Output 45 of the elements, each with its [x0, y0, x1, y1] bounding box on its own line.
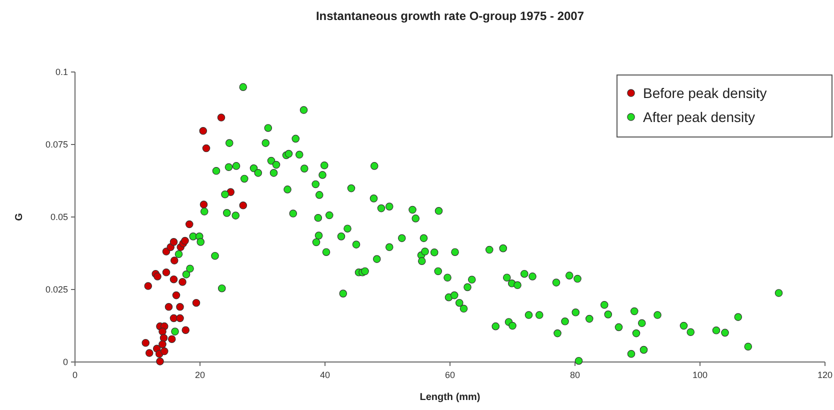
- point: [199, 126, 208, 135]
- point: [176, 314, 184, 322]
- point: [170, 275, 178, 284]
- point: [192, 298, 200, 307]
- y-axis-title: G: [14, 212, 25, 221]
- point: [158, 340, 166, 348]
- point: [154, 272, 162, 280]
- x-tick-label: 80: [570, 370, 580, 380]
- point: [181, 236, 189, 245]
- y-tick-label: 0.1: [55, 67, 68, 77]
- point: [217, 114, 226, 122]
- x-tick-label: 40: [320, 370, 330, 380]
- point: [164, 303, 173, 311]
- legend-label: After peak density: [643, 109, 756, 125]
- x-tick-label: 100: [692, 370, 708, 380]
- point: [239, 202, 248, 210]
- x-tick-label: 120: [817, 370, 833, 380]
- x-tick-label: 20: [194, 370, 206, 380]
- y-tick-label: 0.05: [50, 212, 68, 222]
- point: [176, 303, 184, 311]
- y-tick-label: 0.025: [45, 284, 68, 294]
- point: [160, 347, 168, 356]
- point: [172, 291, 180, 300]
- point: [202, 144, 210, 152]
- point: [142, 338, 150, 347]
- point: [160, 334, 168, 342]
- point: [144, 282, 152, 290]
- y-tick-label: 0: [62, 357, 68, 367]
- point: [145, 349, 154, 357]
- point: [156, 358, 164, 366]
- y-tick-label: 0.075: [45, 140, 68, 150]
- x-axis-title: Length (mm): [420, 392, 480, 403]
- point: [185, 220, 194, 228]
- x-tick-label: 60: [444, 370, 456, 380]
- point: [158, 328, 166, 336]
- legend-label: Before peak density: [643, 85, 767, 101]
- point: [170, 238, 178, 246]
- point: [170, 256, 178, 264]
- point: [168, 335, 176, 343]
- point: [182, 326, 190, 334]
- x-tick-label: 0: [72, 370, 78, 380]
- point: [200, 200, 208, 208]
- point: [162, 268, 170, 276]
- chart-title: Instantaneous growth rate O-group 1975 - 2007: [316, 9, 584, 23]
- point: [178, 278, 186, 286]
